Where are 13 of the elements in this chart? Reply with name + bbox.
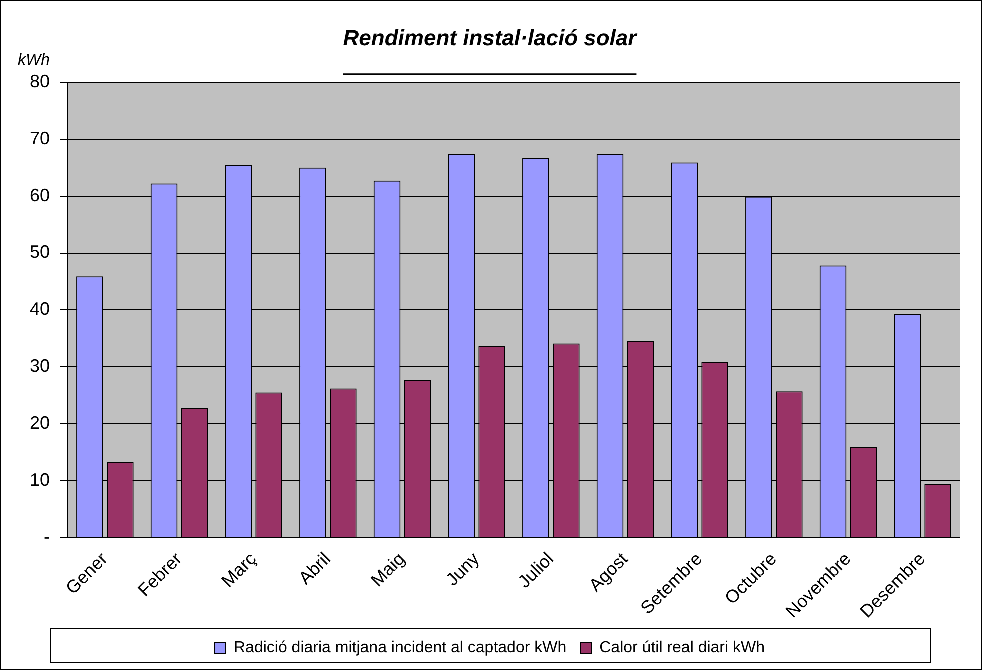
y-axis-title: kWh xyxy=(18,52,50,69)
legend-label: Calor útil real diari kWh xyxy=(600,639,766,656)
chart-title: Rendiment instal·lació solar xyxy=(343,25,638,50)
y-tick-label: 60 xyxy=(30,185,50,206)
legend-label: Radició diaria mitjana incident al captador kWh xyxy=(234,639,567,656)
y-tick-label: - xyxy=(44,526,50,547)
y-tick-label: 50 xyxy=(30,242,50,262)
y-tick-label: 10 xyxy=(30,470,50,490)
y-tick-label: 40 xyxy=(30,299,50,320)
y-tick-label: 70 xyxy=(30,128,50,148)
y-tick-label: 30 xyxy=(30,356,50,376)
y-tick-label: 20 xyxy=(30,413,50,434)
y-tick-label: 80 xyxy=(30,71,50,92)
